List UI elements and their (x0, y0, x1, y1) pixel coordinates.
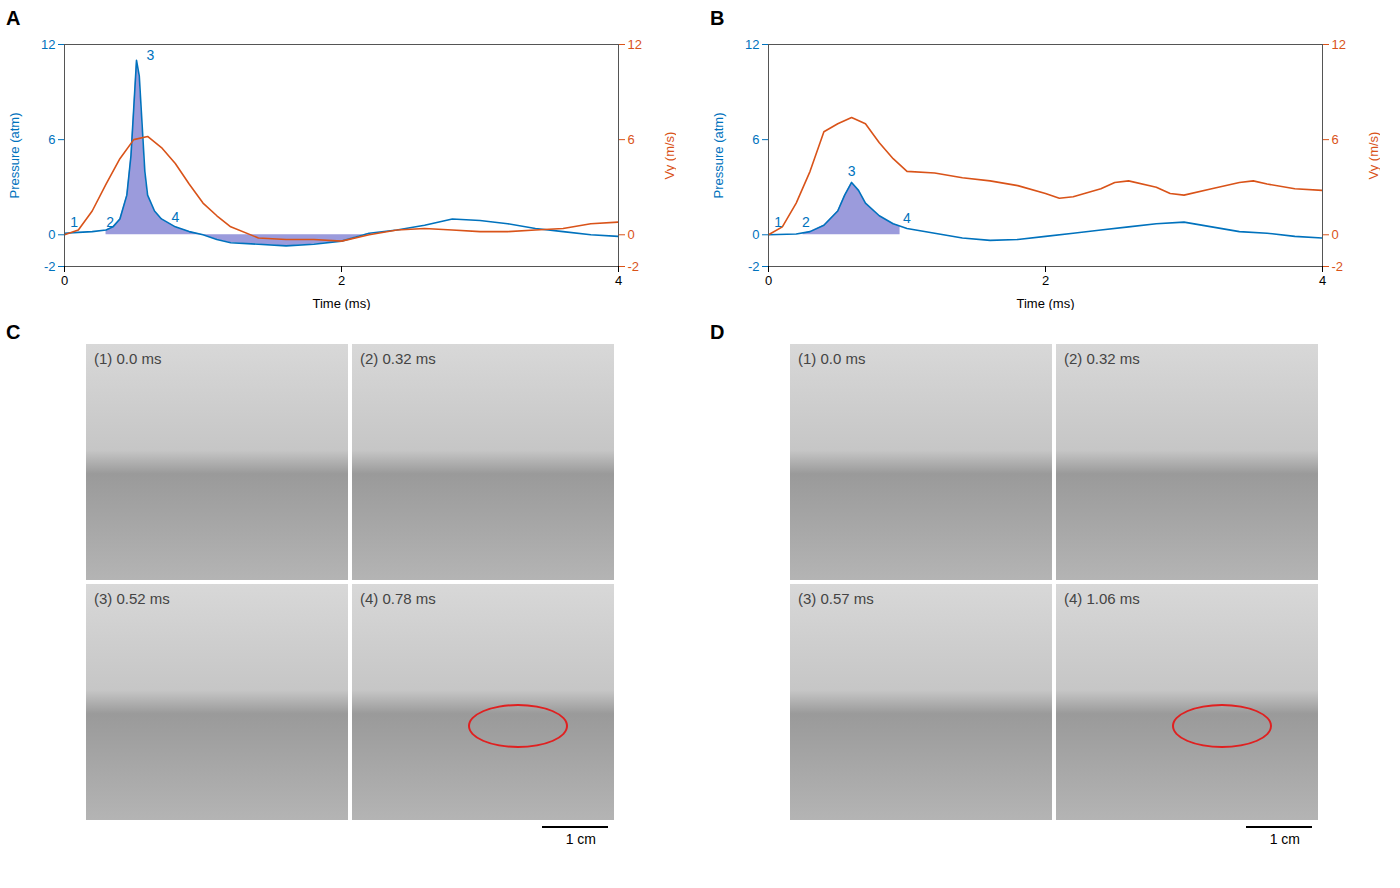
svg-text:0: 0 (1332, 227, 1339, 242)
html-text:(2) 0.32 ms: (2) 0.32 ms (360, 350, 436, 367)
html-text:1 cm: 1 cm (565, 831, 596, 847)
svg-text:0: 0 (765, 273, 772, 288)
svg-text:4: 4 (615, 273, 622, 288)
html-text:(1) 0.0 ms: (1) 0.0 ms (798, 350, 866, 367)
svg-text:Pressure (atm): Pressure (atm) (7, 113, 22, 199)
svg-text:12: 12 (628, 37, 642, 52)
svg-text:3: 3 (146, 47, 154, 63)
svg-text:0: 0 (61, 273, 68, 288)
svg-text:0: 0 (628, 227, 635, 242)
svg-text:1: 1 (774, 214, 782, 230)
svg-text:2: 2 (1042, 273, 1049, 288)
svg-text:Time (ms): Time (ms) (312, 296, 370, 311)
svg-text:-2: -2 (44, 259, 56, 274)
svg-text:2: 2 (802, 214, 810, 230)
html-text:(1) 0.0 ms: (1) 0.0 ms (94, 350, 162, 367)
html-text:(2) 0.32 ms: (2) 0.32 ms (1064, 350, 1140, 367)
svg-text:Time (ms): Time (ms) (1016, 296, 1074, 311)
svg-text:4: 4 (1319, 273, 1326, 288)
html-text:D: D (710, 321, 725, 343)
svg-text:Vy (m/s): Vy (m/s) (662, 132, 677, 180)
html-text:(4) 1.06 ms: (4) 1.06 ms (1064, 590, 1140, 607)
svg-text:4: 4 (903, 210, 911, 226)
svg-text:1: 1 (70, 214, 78, 230)
html-text:(3) 0.57 ms: (3) 0.57 ms (798, 590, 874, 607)
svg-text:3: 3 (848, 163, 856, 179)
html-text:A: A (6, 7, 21, 29)
svg-text:2: 2 (338, 273, 345, 288)
svg-text:0: 0 (752, 227, 759, 242)
svg-text:12: 12 (745, 37, 759, 52)
html-text:B: B (710, 7, 725, 29)
svg-text:-2: -2 (748, 259, 760, 274)
svg-text:6: 6 (752, 132, 759, 147)
svg-text:-2: -2 (1332, 259, 1344, 274)
svg-text:12: 12 (1332, 37, 1346, 52)
svg-text:12: 12 (41, 37, 55, 52)
svg-text:4: 4 (171, 209, 179, 225)
html-text:(3) 0.52 ms: (3) 0.52 ms (94, 590, 170, 607)
html-text:C: C (6, 321, 21, 343)
svg-text:0: 0 (48, 227, 55, 242)
html-text:(4) 0.78 ms: (4) 0.78 ms (360, 590, 436, 607)
svg-text:2: 2 (106, 214, 114, 230)
svg-text:Vy (m/s): Vy (m/s) (1366, 132, 1381, 180)
svg-text:6: 6 (628, 132, 635, 147)
svg-text:Pressure (atm): Pressure (atm) (711, 113, 726, 199)
svg-text:-2: -2 (628, 259, 640, 274)
html-text:1 cm: 1 cm (1269, 831, 1300, 847)
svg-text:6: 6 (1332, 132, 1339, 147)
svg-text:6: 6 (48, 132, 55, 147)
